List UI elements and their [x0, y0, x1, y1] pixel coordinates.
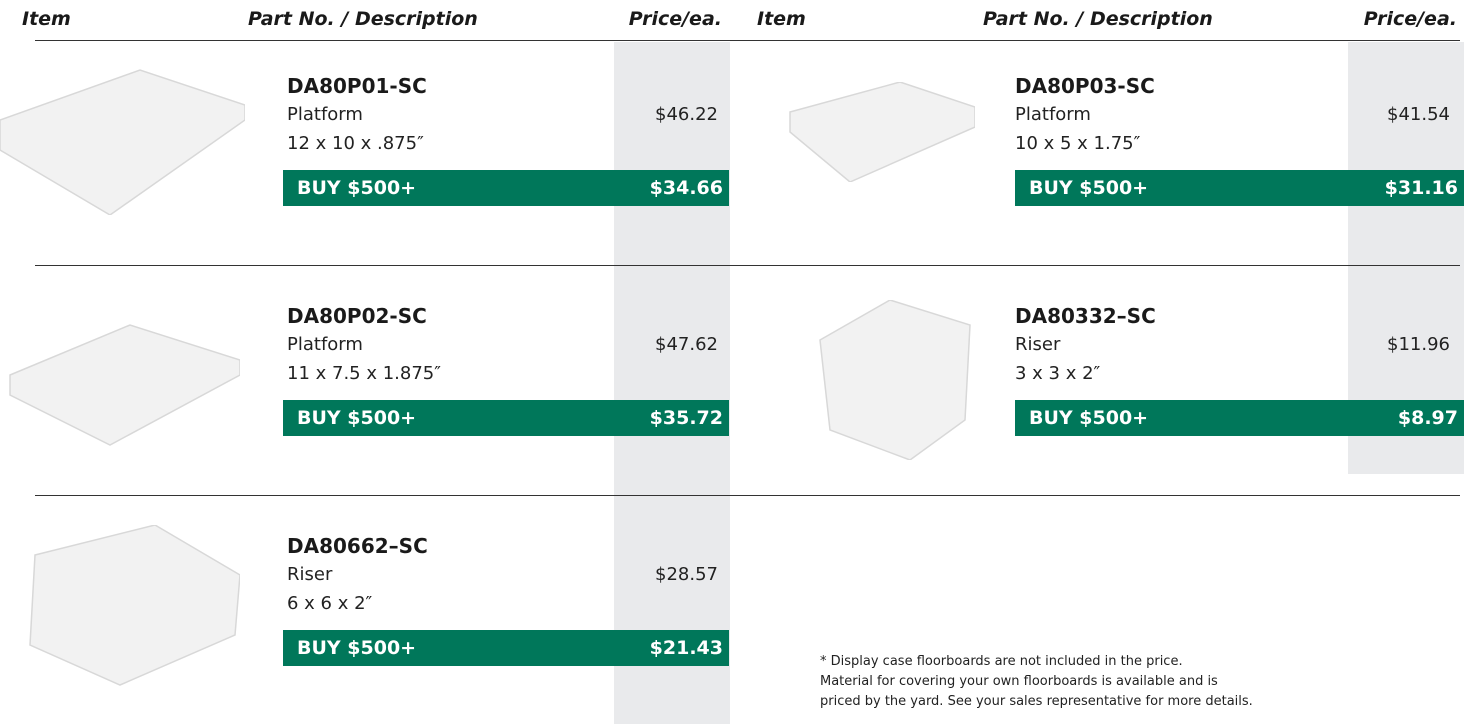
row-rule	[35, 265, 1460, 266]
product-size: 6 x 6 x 2″	[287, 593, 372, 614]
buy-price: $21.43	[650, 637, 723, 659]
buy-price: $8.97	[1398, 407, 1458, 429]
product-image	[15, 525, 240, 690]
product-name: Riser	[287, 564, 332, 585]
buy-bar: BUY $500+ $34.66	[283, 170, 729, 206]
product-image	[0, 320, 240, 450]
header-item: Item	[22, 8, 71, 30]
buy-price: $31.16	[1385, 177, 1458, 199]
buy-label: BUY $500+	[1029, 177, 1148, 199]
part-number: DA80662–SC	[287, 534, 428, 558]
footnote-line: priced by the yard. See your sales repre…	[820, 694, 1253, 709]
footnote-line: * Display case floorboards are not inclu…	[820, 654, 1183, 669]
product-size: 12 x 10 x .875″	[287, 133, 424, 154]
buy-price: $35.72	[650, 407, 723, 429]
product-name: Platform	[1015, 104, 1091, 125]
row-rule	[35, 495, 1460, 496]
part-number: DA80P02-SC	[287, 304, 427, 328]
product-image	[800, 300, 975, 460]
buy-bar: BUY $500+ $31.16	[1015, 170, 1464, 206]
product-name: Platform	[287, 104, 363, 125]
unit-price: $28.57	[655, 564, 718, 585]
product-image	[0, 65, 245, 215]
unit-price: $47.62	[655, 334, 718, 355]
buy-label: BUY $500+	[297, 177, 416, 199]
unit-price: $11.96	[1387, 334, 1450, 355]
unit-price: $46.22	[655, 104, 718, 125]
header-price: Price/ea.	[629, 8, 722, 30]
buy-price: $34.66	[650, 177, 723, 199]
buy-label: BUY $500+	[297, 637, 416, 659]
part-number: DA80P01-SC	[287, 74, 427, 98]
header-rule	[35, 40, 1460, 41]
product-size: 11 x 7.5 x 1.875″	[287, 363, 441, 384]
product-name: Platform	[287, 334, 363, 355]
catalog-page: Item Part No. / Description Price/ea. Item P…	[0, 0, 1464, 724]
header-item: Item	[757, 8, 806, 30]
header-price: Price/ea.	[1364, 8, 1457, 30]
product-size: 10 x 5 x 1.75″	[1015, 133, 1140, 154]
product-name: Riser	[1015, 334, 1060, 355]
unit-price: $41.54	[1387, 104, 1450, 125]
price-band	[614, 42, 730, 724]
buy-label: BUY $500+	[297, 407, 416, 429]
part-number: DA80332–SC	[1015, 304, 1156, 328]
buy-label: BUY $500+	[1029, 407, 1148, 429]
header-description: Part No. / Description	[983, 8, 1213, 30]
buy-bar: BUY $500+ $8.97	[1015, 400, 1464, 436]
buy-bar: BUY $500+ $35.72	[283, 400, 729, 436]
footnote-line: Material for covering your own floorboar…	[820, 674, 1218, 689]
buy-bar: BUY $500+ $21.43	[283, 630, 729, 666]
product-image	[760, 82, 975, 182]
header-description: Part No. / Description	[248, 8, 478, 30]
part-number: DA80P03-SC	[1015, 74, 1155, 98]
product-size: 3 x 3 x 2″	[1015, 363, 1100, 384]
